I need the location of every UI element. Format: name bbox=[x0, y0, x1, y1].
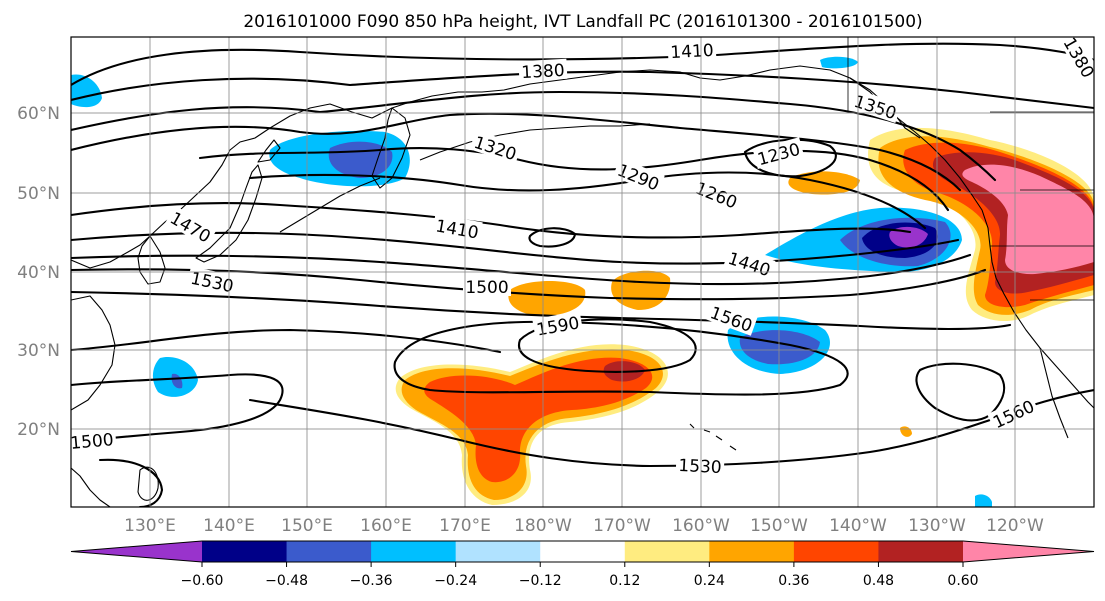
lon-label: 140°E bbox=[203, 516, 255, 536]
colorbar-tick-label: −0.48 bbox=[265, 573, 308, 589]
colorbar-tick-label: 0.24 bbox=[694, 573, 725, 589]
map-panel: 1410 1380 1350 1320 1290 1260 1230 1470 … bbox=[70, 36, 1095, 508]
colorbar-segment bbox=[624, 541, 710, 562]
colorbar-tick-label: 0.60 bbox=[947, 573, 978, 589]
colorbar-tick-label: −0.24 bbox=[434, 573, 477, 589]
colorbar-segment bbox=[878, 541, 964, 562]
colorbar-extend-max bbox=[963, 541, 1094, 562]
longitude-labels: 130°E 140°E 150°E 160°E 170°E 180°W 170°… bbox=[124, 516, 1044, 536]
colorbar: −0.60 −0.48 −0.36 −0.24 −0.12 0.12 0.24 0.36 0.4… bbox=[70, 540, 1095, 589]
lon-label: 140°W bbox=[829, 516, 887, 536]
colorbar-tick-label: −0.36 bbox=[350, 573, 393, 589]
lon-label: 130°E bbox=[124, 516, 176, 536]
colorbar-segment bbox=[202, 541, 288, 562]
contour-label: 1500 bbox=[465, 278, 508, 298]
lon-label: 160°E bbox=[360, 516, 412, 536]
colorbar-segment bbox=[540, 541, 626, 562]
height-contours bbox=[71, 42, 1094, 507]
colorbar-tick-label: −0.60 bbox=[181, 573, 224, 589]
colorbar-tick-label: −0.12 bbox=[519, 573, 562, 589]
colorbar-segment bbox=[286, 541, 372, 562]
lat-label: 50°N bbox=[17, 184, 60, 204]
contour-label: 1410 bbox=[670, 41, 714, 63]
colorbar-tick-label: 0.36 bbox=[778, 573, 809, 589]
lat-label: 40°N bbox=[17, 263, 60, 283]
lon-label: 170°E bbox=[439, 516, 491, 536]
lon-label: 180°W bbox=[514, 516, 572, 536]
latitude-labels: 60°N 50°N 40°N 30°N 20°N bbox=[17, 104, 60, 440]
map-frame bbox=[70, 36, 1095, 508]
figure-title: 2016101000 F090 850 hPa height, IVT Land… bbox=[243, 12, 922, 32]
lon-label: 150°W bbox=[750, 516, 808, 536]
lat-label: 30°N bbox=[17, 341, 60, 361]
lon-label: 130°W bbox=[908, 516, 966, 536]
colorbar-segment bbox=[371, 541, 457, 562]
lon-label: 150°E bbox=[281, 516, 333, 536]
colorbar-tick-label: 0.12 bbox=[609, 573, 640, 589]
lon-label: 160°W bbox=[672, 516, 730, 536]
contour-label: 1530 bbox=[678, 456, 722, 478]
colorbar-extend-min bbox=[71, 541, 202, 562]
colorbar-segment bbox=[793, 541, 879, 562]
lat-label: 20°N bbox=[17, 420, 60, 440]
graticule bbox=[71, 37, 1094, 507]
ivt-shading bbox=[71, 56, 1094, 507]
lat-label: 60°N bbox=[17, 104, 60, 124]
lon-label: 120°W bbox=[986, 516, 1044, 536]
borders bbox=[847, 37, 1094, 301]
colorbar-tick-label: 0.48 bbox=[863, 573, 894, 589]
colorbar-segment bbox=[455, 541, 541, 562]
contour-label: 1500 bbox=[70, 430, 115, 454]
colorbar-segment bbox=[709, 541, 795, 562]
lon-label: 170°W bbox=[593, 516, 651, 536]
